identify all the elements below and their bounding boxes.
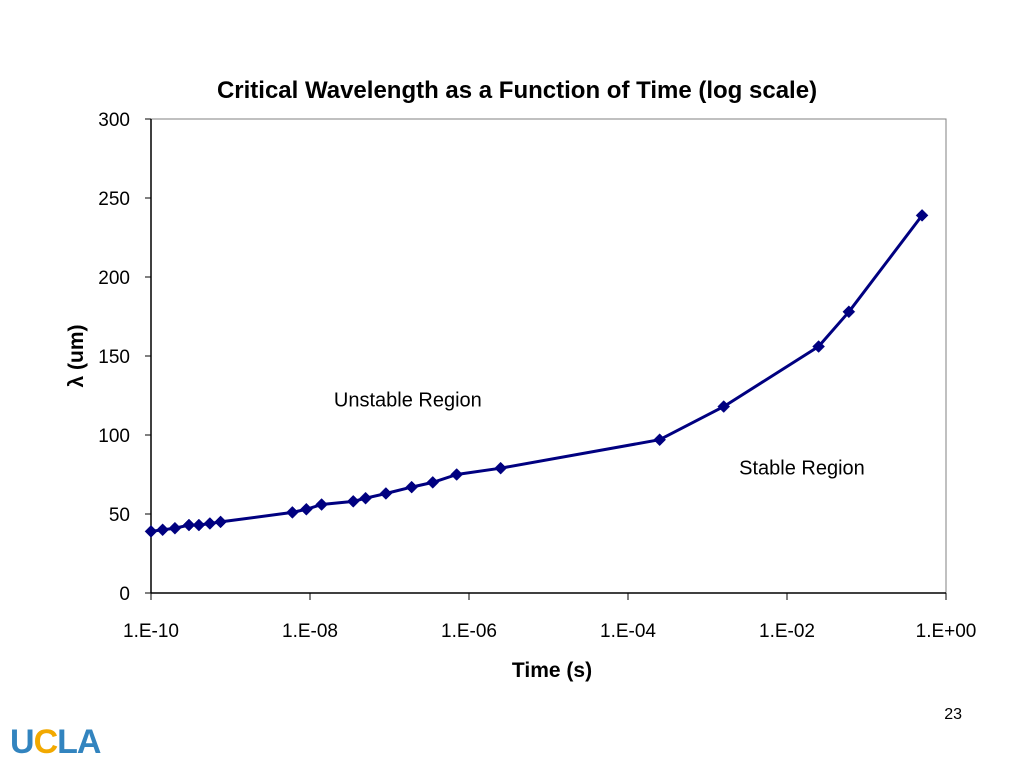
annotations-group: Unstable Region Stable Region [334, 390, 865, 480]
logo-part-la: LA [57, 723, 101, 761]
data-point [300, 502, 313, 516]
data-point [346, 495, 360, 508]
y-axis-ticks: 0 50 100 150 200 250 300 [98, 110, 151, 605]
data-point [717, 400, 731, 413]
y-tick-label: 300 [98, 110, 130, 131]
data-point [450, 468, 464, 481]
data-point [214, 515, 227, 529]
data-point [842, 305, 856, 319]
y-tick-label: 100 [98, 426, 130, 447]
data-point [203, 517, 217, 530]
logo-part-c: C [33, 723, 59, 761]
data-point [359, 491, 372, 505]
x-axis-label: Time (s) [512, 659, 592, 682]
plot-area [150, 118, 947, 594]
ucla-logo: UCLA [10, 722, 101, 762]
x-tick-label: 1.E-10 [123, 621, 179, 642]
chart: Critical Wavelength as a Function of Tim… [65, 77, 976, 682]
data-point [192, 518, 206, 532]
logo-part-u: U [10, 723, 35, 761]
data-point [144, 525, 158, 538]
page-number: 23 [944, 706, 962, 723]
region-annotation: Stable Region [739, 458, 865, 480]
data-point [286, 506, 299, 519]
chart-title: Critical Wavelength as a Function of Tim… [217, 77, 817, 104]
data-point [653, 433, 666, 447]
x-tick-label: 1.E+00 [916, 621, 977, 642]
data-point [168, 521, 182, 535]
data-point [379, 487, 393, 500]
x-tick-label: 1.E-08 [282, 621, 338, 642]
data-point [915, 209, 929, 222]
data-point [182, 518, 196, 532]
x-tick-label: 1.E-02 [759, 621, 815, 642]
y-tick-label: 150 [98, 347, 130, 368]
x-axis-ticks: 1.E-10 1.E-08 1.E-06 1.E-04 1.E-02 1.E+00 [123, 593, 976, 642]
y-axis-label: λ (um) [65, 325, 88, 388]
x-tick-label: 1.E-04 [600, 621, 656, 642]
data-point [812, 340, 825, 353]
data-point [315, 498, 328, 511]
data-point [156, 523, 169, 537]
data-point [426, 476, 440, 489]
data-point [405, 480, 419, 494]
y-tick-label: 50 [109, 505, 130, 526]
x-tick-label: 1.E-06 [441, 621, 497, 642]
region-annotation: Unstable Region [334, 390, 482, 412]
y-tick-label: 250 [98, 189, 130, 210]
data-point [494, 461, 507, 475]
series-markers-group [144, 209, 929, 538]
y-tick-label: 200 [98, 268, 130, 289]
y-tick-label: 0 [119, 584, 130, 605]
